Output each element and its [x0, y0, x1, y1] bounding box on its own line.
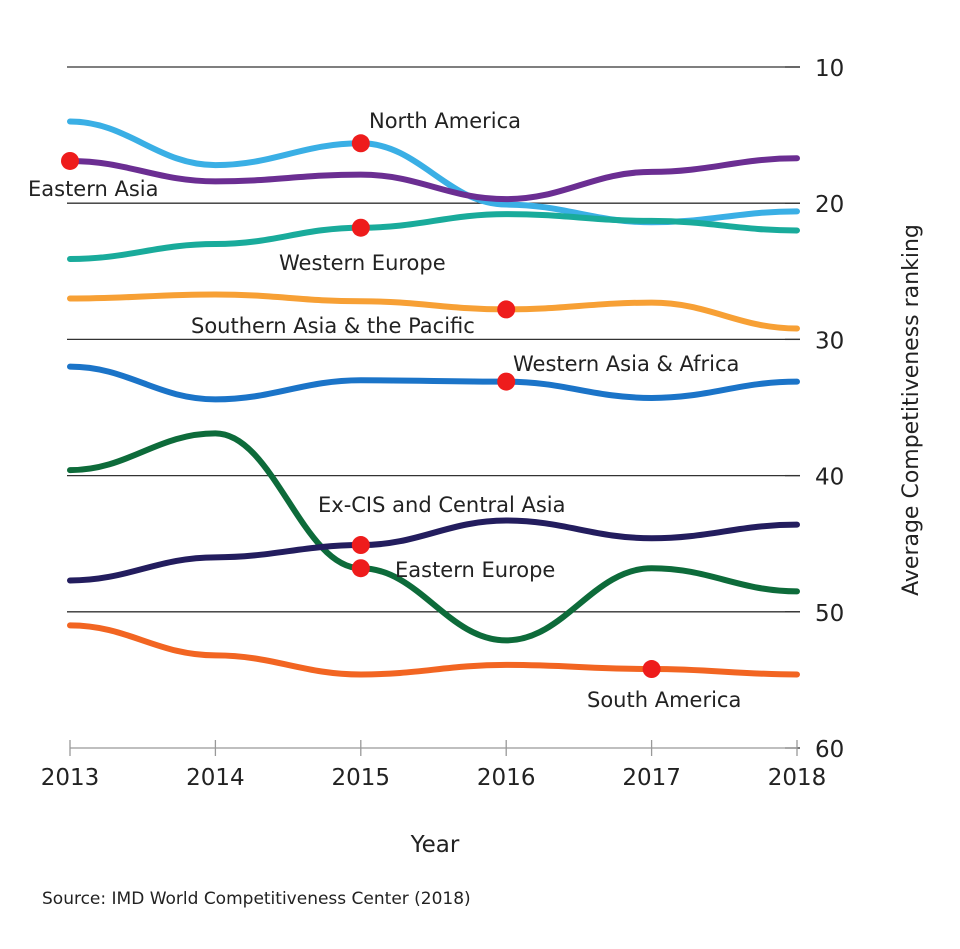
y-axis-label: Average Competitiveness ranking: [899, 224, 924, 596]
series-line: [67, 430, 800, 644]
highlight-marker: [351, 559, 370, 578]
x-tick-label: 2016: [477, 765, 536, 791]
y-tick-label: 50: [815, 601, 844, 627]
highlight-marker: [642, 660, 661, 679]
x-tick-label: 2015: [332, 765, 391, 791]
highlight-marker: [351, 536, 370, 555]
y-tick-label: 60: [815, 737, 844, 763]
series-label: South America: [587, 688, 741, 712]
highlight-marker: [351, 218, 370, 237]
highlight-marker: [351, 134, 370, 153]
y-tick-label: 40: [815, 465, 844, 491]
highlight-marker: [497, 300, 516, 319]
series-label: Eastern Asia: [28, 177, 159, 201]
series-line: [67, 291, 800, 332]
source-note: Source: IMD World Competitiveness Center…: [42, 889, 471, 909]
series-label: Eastern Europe: [395, 558, 555, 582]
y-tick-label: 30: [815, 328, 844, 354]
x-axis-label: Year: [410, 832, 460, 858]
series-label: North America: [369, 109, 521, 133]
x-tick-label: 2018: [768, 765, 827, 791]
x-tick-label: 2017: [622, 765, 681, 791]
x-tick-label: 2013: [41, 765, 100, 791]
series-line: [67, 622, 800, 678]
series-line: [67, 155, 800, 203]
series-label: Southern Asia & the Pacific: [191, 314, 475, 338]
highlight-marker: [61, 151, 79, 170]
x-tick-label: 2014: [186, 765, 245, 791]
series-line: [67, 363, 800, 403]
series-label: Western Asia & Africa: [513, 352, 739, 376]
series-line: [67, 211, 800, 263]
y-tick-label: 10: [815, 56, 844, 82]
y-tick-label: 20: [815, 192, 844, 218]
series-label: Ex-CIS and Central Asia: [318, 493, 565, 517]
series-line: [67, 517, 800, 584]
series-label: Western Europe: [279, 251, 446, 275]
highlight-marker: [497, 372, 516, 391]
